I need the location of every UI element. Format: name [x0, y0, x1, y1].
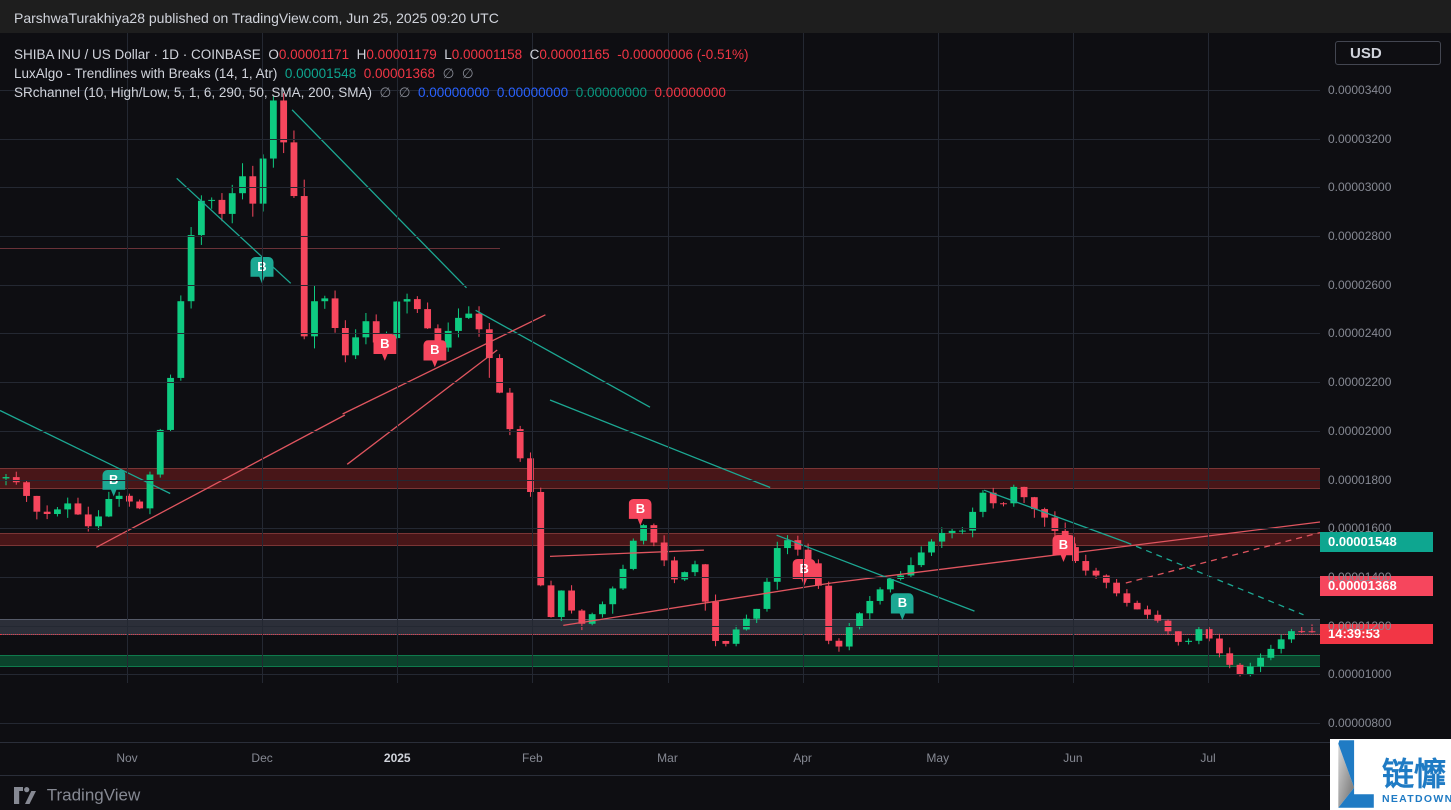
svg-text:NEATDOWN.COM: NEATDOWN.COM — [1382, 793, 1451, 805]
svg-text:链戂: 链戂 — [1382, 756, 1446, 792]
